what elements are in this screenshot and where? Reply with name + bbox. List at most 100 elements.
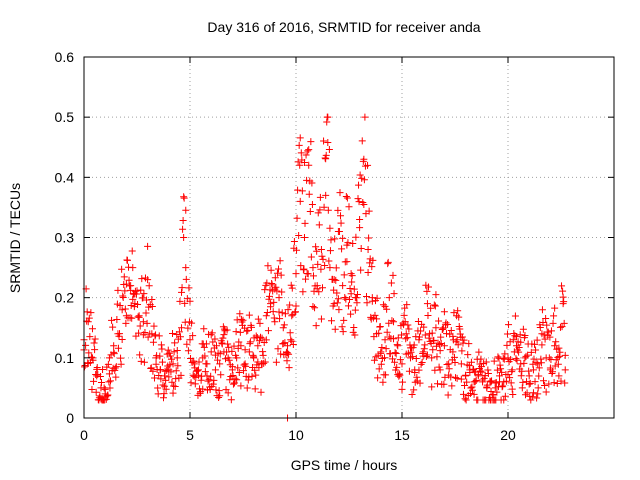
data-point (437, 333, 445, 341)
data-point (484, 366, 492, 374)
data-point (243, 327, 251, 335)
data-point (524, 351, 532, 359)
data-point (137, 357, 145, 365)
data-point (341, 258, 349, 266)
data-point (304, 270, 312, 278)
data-point (288, 312, 296, 320)
data-point (171, 382, 179, 390)
data-point (322, 191, 330, 199)
data-point (264, 327, 272, 335)
data-point (515, 343, 523, 351)
data-point (499, 354, 507, 362)
data-point (194, 371, 202, 379)
data-point (352, 294, 360, 302)
data-point (396, 356, 404, 364)
data-point (181, 299, 189, 307)
data-point (258, 334, 266, 342)
data-point (383, 328, 391, 336)
data-point (246, 338, 254, 346)
data-point (239, 316, 247, 324)
data-point (512, 355, 520, 363)
data-point (554, 360, 562, 368)
data-point (471, 378, 479, 386)
data-point (88, 325, 96, 333)
data-point (195, 358, 203, 366)
data-point (346, 296, 354, 304)
data-point (188, 319, 196, 327)
data-point (201, 368, 209, 376)
data-point (549, 368, 557, 376)
data-point (260, 359, 268, 367)
data-point (330, 286, 338, 294)
data-point (103, 392, 111, 400)
x-tick-label: 15 (394, 427, 410, 443)
data-point (457, 360, 465, 368)
data-point (521, 332, 529, 340)
data-point (346, 284, 354, 292)
data-point (252, 371, 260, 379)
data-point (353, 291, 361, 299)
data-point (173, 346, 181, 354)
data-point (547, 327, 555, 335)
data-point (276, 257, 284, 265)
data-point (234, 344, 242, 352)
data-point (275, 265, 283, 273)
data-point (89, 356, 97, 364)
data-point (420, 345, 428, 353)
data-point (496, 378, 504, 386)
data-point (154, 384, 162, 392)
data-point (556, 348, 564, 356)
data-point (363, 299, 371, 307)
data-point (312, 243, 320, 251)
data-point (472, 376, 480, 384)
data-point (505, 321, 513, 329)
data-point (541, 335, 549, 343)
data-point (324, 139, 332, 147)
data-point (314, 209, 322, 217)
data-point (180, 193, 188, 201)
data-point (401, 304, 409, 312)
data-point (498, 383, 506, 391)
data-point (236, 328, 244, 336)
data-point (376, 323, 384, 331)
data-point (551, 362, 559, 370)
data-point (262, 312, 270, 320)
data-point (167, 355, 175, 363)
data-point (138, 275, 146, 283)
data-point (430, 301, 438, 309)
data-point (385, 294, 393, 302)
data-point (496, 361, 504, 369)
data-point (555, 372, 563, 380)
data-point (149, 338, 157, 346)
data-point (255, 364, 263, 372)
data-point (449, 332, 457, 340)
data-point (392, 349, 400, 357)
data-point (172, 367, 180, 375)
data-point (362, 293, 370, 301)
data-point (384, 258, 392, 266)
data-point (513, 356, 521, 364)
data-point (550, 312, 558, 320)
x-axis-title: GPS time / hours (291, 457, 398, 473)
data-point (476, 367, 484, 375)
data-point (297, 262, 305, 270)
ticks: 0 0.1 0.2 0.3 0.4 0.5 0.6 0 5 10 15 20 (55, 49, 614, 443)
data-point (274, 345, 282, 353)
data-point (90, 377, 98, 385)
data-point (202, 360, 210, 368)
data-point (311, 304, 319, 312)
data-point (180, 234, 188, 241)
data-point (337, 219, 345, 227)
data-point (184, 324, 192, 332)
data-point (140, 290, 148, 298)
data-point (317, 265, 325, 273)
data-point (458, 333, 466, 341)
data-point (356, 215, 364, 223)
data-point (295, 141, 303, 149)
data-point (299, 288, 307, 296)
data-point (305, 161, 313, 169)
data-point (501, 392, 509, 400)
x-tick-label: 0 (80, 427, 88, 443)
data-point (350, 285, 358, 293)
